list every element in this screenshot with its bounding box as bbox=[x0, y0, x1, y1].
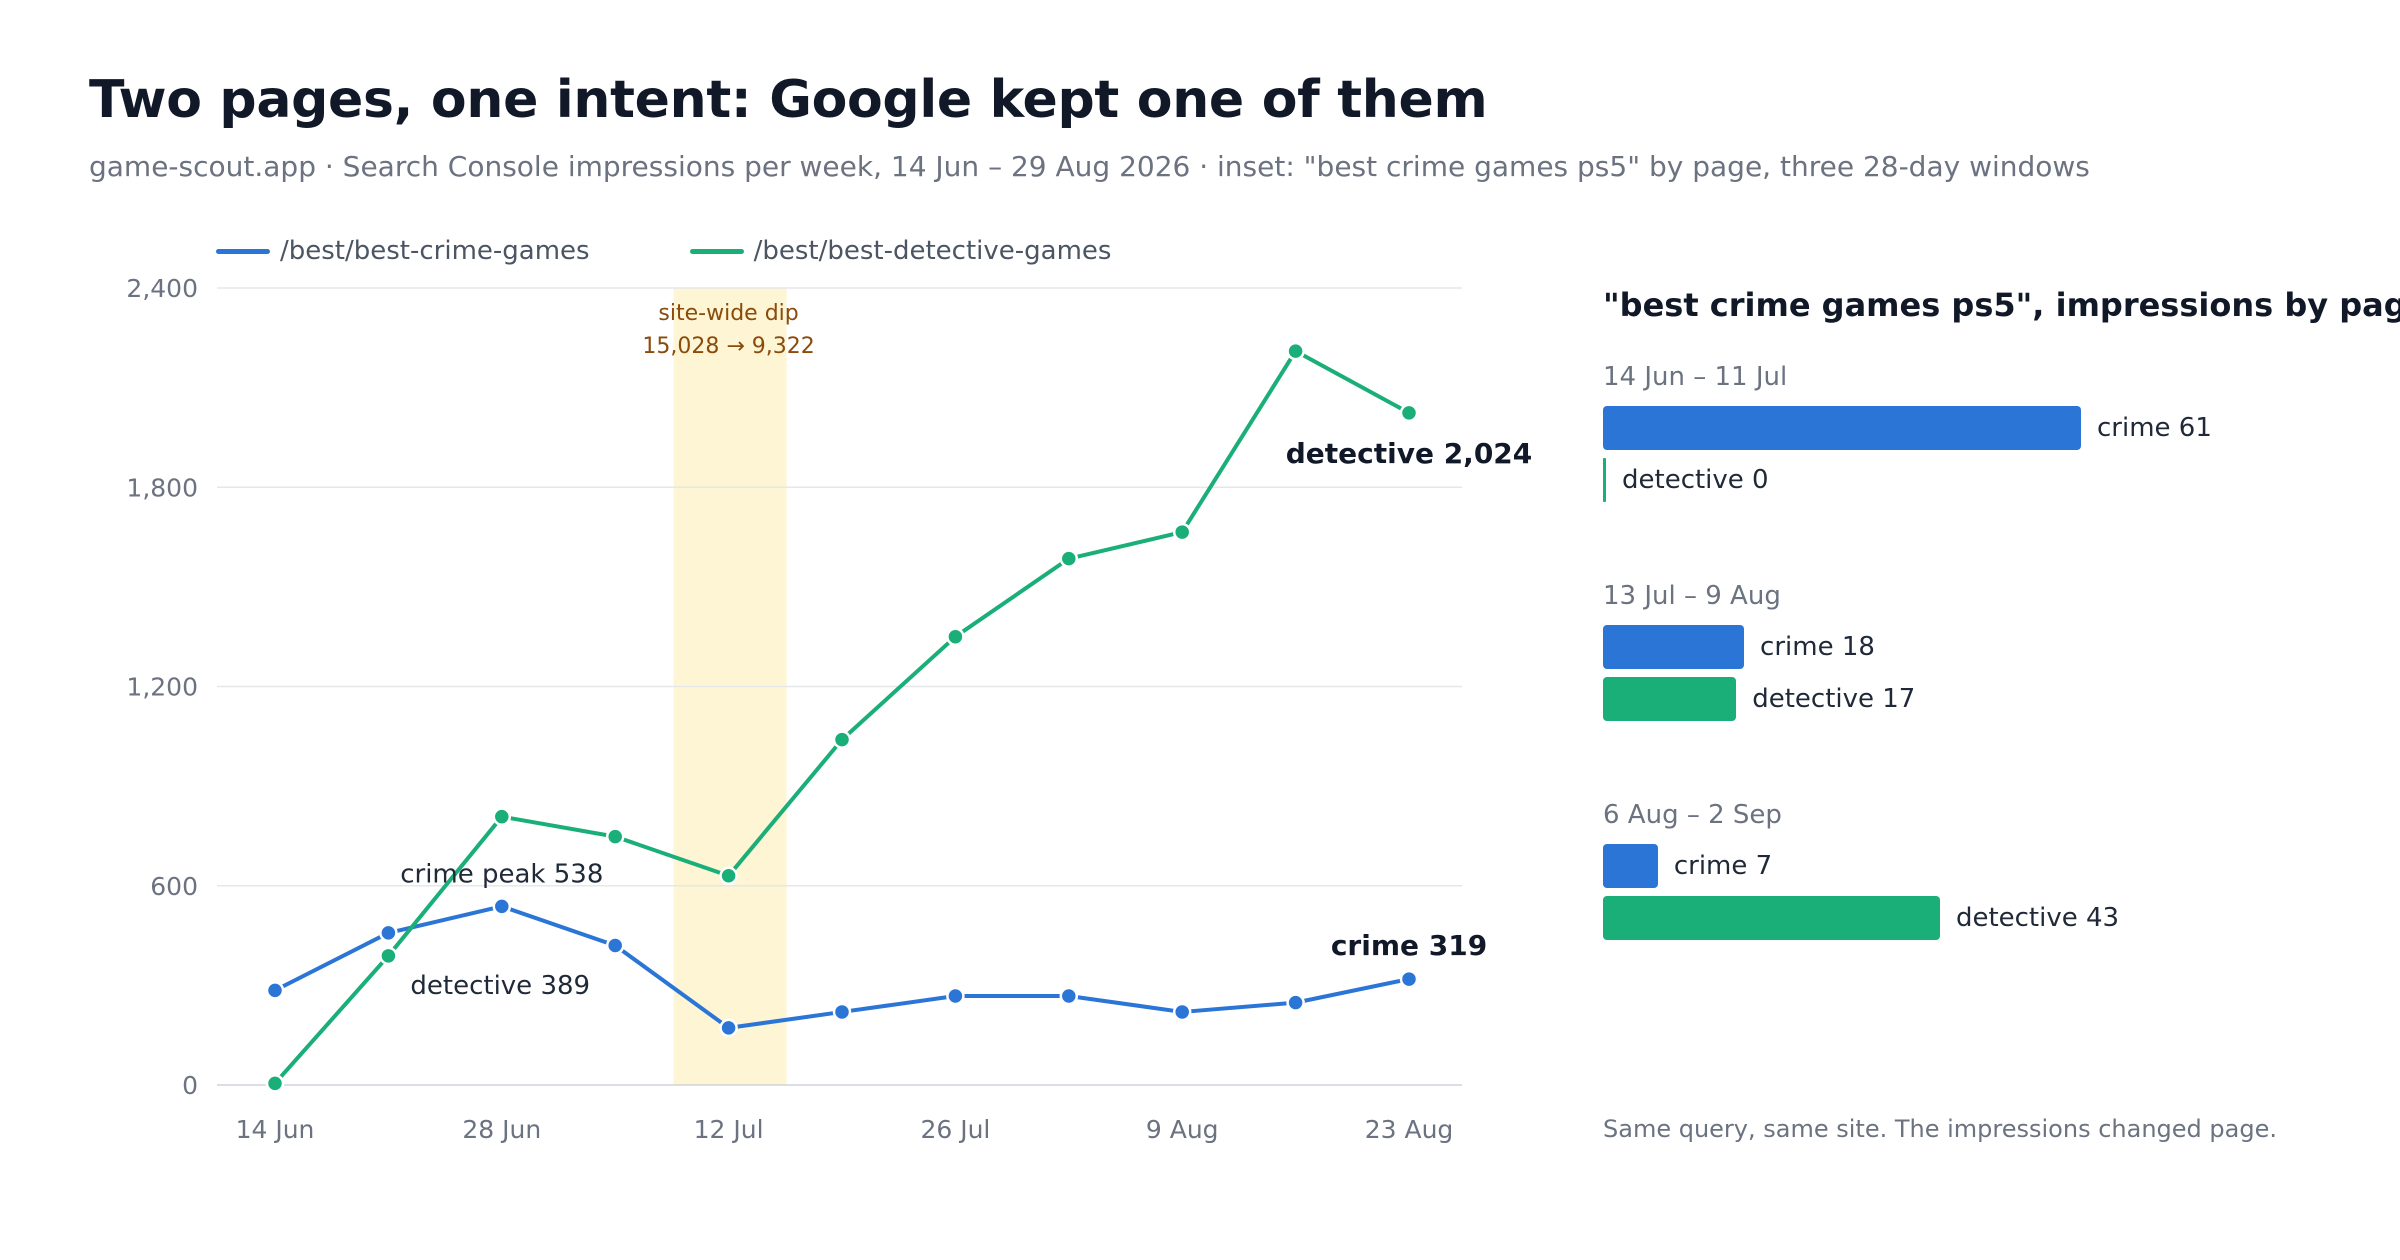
chart-title: Two pages, one intent: Google kept one o… bbox=[89, 70, 1488, 130]
highlight-values: 15,028 → 9,322 bbox=[642, 334, 814, 359]
data-point-detective bbox=[946, 627, 965, 646]
data-point-crime bbox=[379, 923, 398, 943]
bar-crime bbox=[1603, 625, 1745, 669]
data-point-detective bbox=[1059, 549, 1079, 568]
inset-windows: 14 Jun – 11 Jul crime 61 detective 0 13 Jul… bbox=[1603, 360, 2323, 1017]
data-point-detective bbox=[379, 946, 398, 966]
window-label: 14 Jun – 11 Jul bbox=[1603, 362, 1788, 392]
legend-swatch-crime bbox=[216, 248, 270, 254]
x-tick-label: 26 Jul bbox=[920, 1115, 990, 1144]
x-tick-label: 14 Jun bbox=[236, 1115, 315, 1144]
x-tick-label: 23 Aug bbox=[1365, 1115, 1454, 1144]
x-tick-label: 12 Jul bbox=[694, 1115, 764, 1144]
data-point-crime bbox=[265, 981, 285, 1000]
data-point-detective bbox=[719, 866, 738, 886]
data-point-crime bbox=[1286, 993, 1305, 1012]
line-chart: site-wide dip 15,028 → 9,322 0 600 1,200 1,80… bbox=[126, 274, 1533, 1144]
data-point-detective bbox=[265, 1074, 285, 1093]
y-tick-label: 1,800 bbox=[126, 473, 198, 502]
y-tick-label: 600 bbox=[150, 872, 198, 901]
y-tick-label: 0 bbox=[182, 1071, 198, 1100]
bar-crime bbox=[1603, 844, 1658, 888]
highlight-label: site-wide dip bbox=[658, 301, 798, 326]
bar-row-detective: detective 17 bbox=[1603, 673, 2323, 725]
data-point-detective bbox=[1399, 403, 1419, 423]
x-tick-label: 9 Aug bbox=[1146, 1115, 1219, 1144]
bar-crime bbox=[1603, 406, 2081, 450]
data-point-crime bbox=[605, 936, 625, 955]
y-tick-label: 2,400 bbox=[126, 274, 198, 303]
bar-detective bbox=[1603, 896, 1940, 940]
legend-item-detective: /best/best-detective-games bbox=[689, 236, 1112, 266]
y-tick-label: 1,200 bbox=[126, 673, 198, 702]
data-point-crime bbox=[1399, 969, 1419, 989]
data-point-detective bbox=[1172, 522, 1192, 542]
x-tick-label: 28 Jun bbox=[462, 1115, 541, 1144]
legend-item-crime: /best/best-crime-games bbox=[216, 236, 590, 266]
data-point-detective bbox=[832, 730, 852, 749]
inset-window: 13 Jul – 9 Aug crime 18 detective 17 bbox=[1603, 579, 2323, 798]
bar-row-crime: crime 61 bbox=[1603, 402, 2323, 454]
bar-label-crime: crime 61 bbox=[2097, 413, 2212, 443]
bar-label-crime: crime 7 bbox=[1673, 851, 1773, 881]
bar-row-crime: crime 7 bbox=[1603, 840, 2323, 892]
inset-window: 6 Aug – 2 Sep crime 7 detective 43 bbox=[1603, 798, 2323, 1017]
bar-detective bbox=[1603, 677, 1737, 721]
inset-title: "best crime games ps5", impressions by p… bbox=[1603, 286, 2400, 324]
legend-swatch-detective bbox=[689, 248, 744, 254]
legend-label-detective: /best/best-detective-games bbox=[753, 236, 1112, 266]
bar-row-crime: crime 18 bbox=[1603, 621, 2323, 673]
annotation-label: crime peak 538 bbox=[400, 859, 603, 889]
inset-window: 14 Jun – 11 Jul crime 61 detective 0 bbox=[1603, 360, 2323, 579]
bar-row-detective: detective 43 bbox=[1603, 892, 2323, 944]
chart-subtitle: game-scout.app · Search Console impressi… bbox=[89, 150, 2090, 183]
data-point-crime bbox=[719, 1018, 738, 1038]
data-point-crime bbox=[492, 897, 512, 916]
window-label: 6 Aug – 2 Sep bbox=[1603, 800, 1782, 830]
annotation-label: detective 389 bbox=[410, 971, 590, 1001]
bar-row-detective: detective 0 bbox=[1603, 454, 2323, 506]
bar-label-crime: crime 18 bbox=[1760, 632, 1875, 662]
legend: /best/best-crime-games /best/best-detect… bbox=[216, 236, 1211, 266]
annotation-label: detective 2,024 bbox=[1286, 437, 1533, 470]
window-label: 13 Jul – 9 Aug bbox=[1603, 581, 1781, 611]
legend-label-crime: /best/best-crime-games bbox=[280, 236, 590, 266]
data-point-detective bbox=[492, 807, 512, 826]
data-point-crime bbox=[1172, 1002, 1192, 1022]
data-point-crime bbox=[946, 986, 965, 1006]
data-point-crime bbox=[1059, 986, 1079, 1006]
bar-label-detective: detective 17 bbox=[1752, 684, 1916, 714]
bar-detective bbox=[1603, 458, 1606, 502]
annotation-label: crime 319 bbox=[1331, 929, 1487, 962]
data-point-crime bbox=[832, 1002, 852, 1022]
data-point-detective bbox=[1286, 341, 1305, 361]
data-point-detective bbox=[605, 827, 625, 846]
bar-label-detective: detective 43 bbox=[1955, 903, 2120, 933]
bar-label-detective: detective 0 bbox=[1622, 465, 1769, 495]
footnote: Same query, same site. The impressions c… bbox=[1603, 1115, 2277, 1143]
inset-bar-chart: "best crime games ps5", impressions by p… bbox=[1603, 286, 2400, 1017]
